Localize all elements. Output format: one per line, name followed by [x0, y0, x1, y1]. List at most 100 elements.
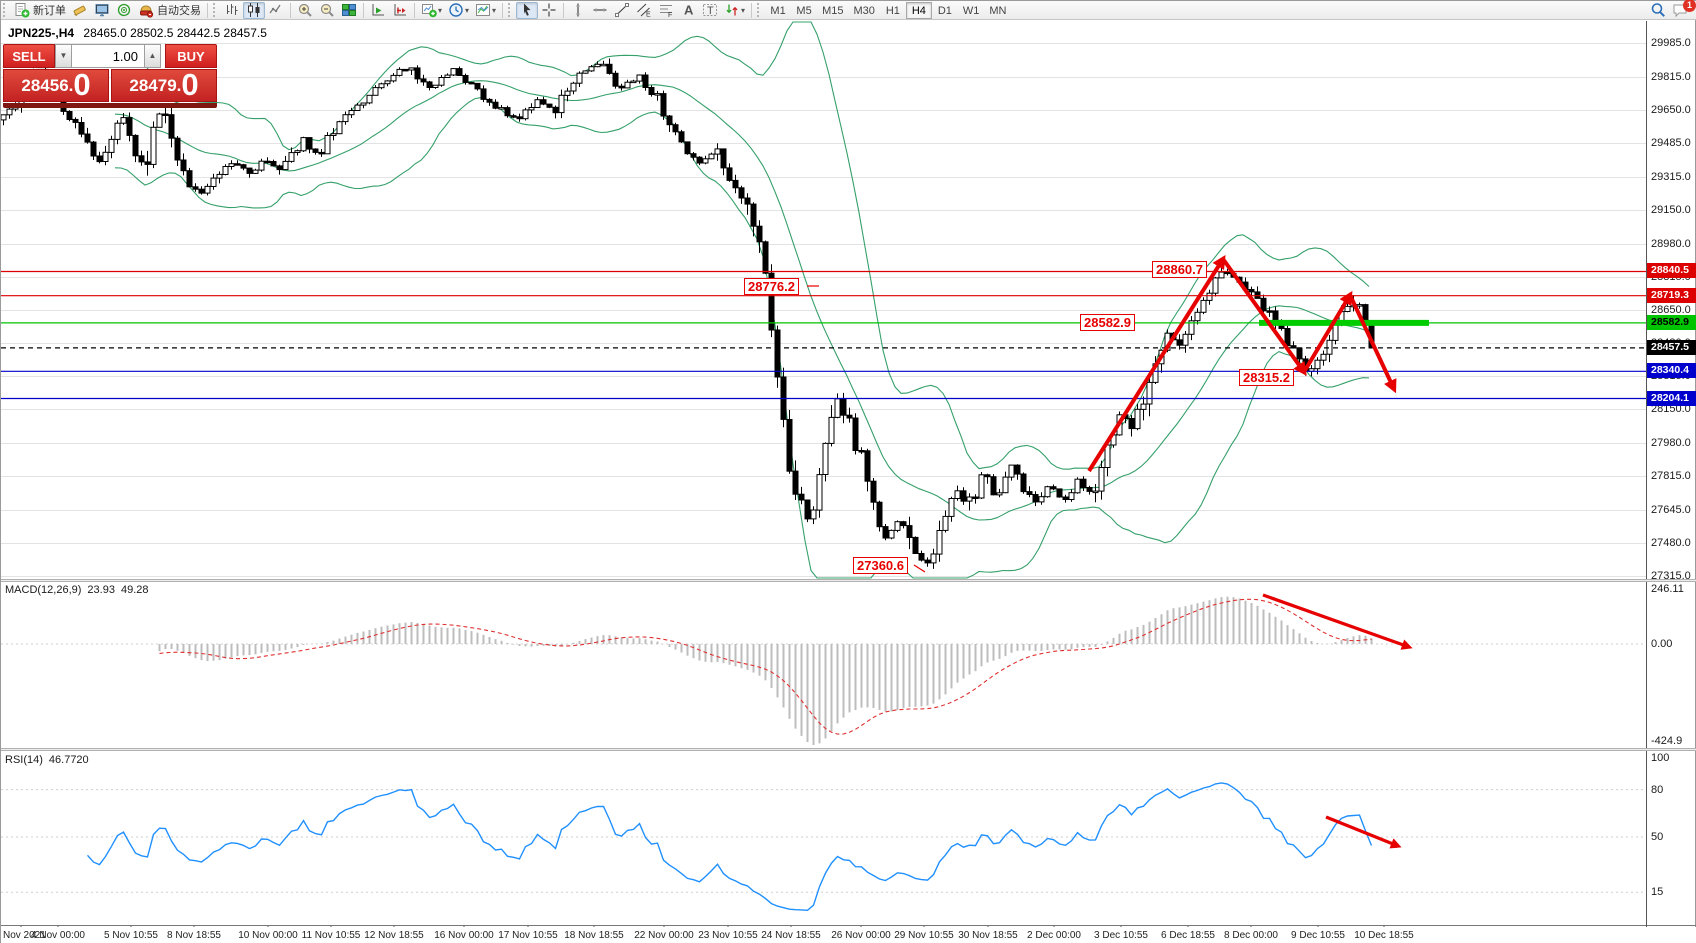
chart-profile-icon: [475, 2, 491, 18]
timeframe-mn-button[interactable]: MN: [989, 4, 1007, 17]
time-axis[interactable]: Nov 2021 4 Nov 00:00 5 Nov 10:55 8 Nov 18:5…: [1, 927, 1696, 943]
time-axis-label: 30 Nov 18:55: [958, 930, 1018, 941]
pane-separator[interactable]: [1, 748, 1696, 751]
auto-scroll-button[interactable]: [367, 2, 389, 19]
price-axis-tick: 28150.0: [1651, 403, 1691, 415]
toolbar-grip[interactable]: [757, 3, 762, 17]
text-label-tool-button[interactable]: T: [699, 2, 721, 19]
timeframe-h1-button[interactable]: H1: [885, 4, 900, 17]
price-annotation[interactable]: 28860.7: [1152, 261, 1207, 278]
sell-price-display[interactable]: 28456. 0: [3, 68, 109, 102]
price-axis-tick: 27815.0: [1651, 470, 1691, 482]
auto-trading-label: 自动交易: [157, 5, 201, 17]
timeframe-group: M1 M5 M15 M30 H1 H4 D1 W1 MN: [765, 1, 1011, 19]
toolbar-grip[interactable]: [508, 3, 513, 17]
time-axis-label: 24 Nov 18:55: [761, 930, 821, 941]
timeframe-h4-button[interactable]: H4: [905, 1, 932, 19]
price-annotation[interactable]: 28776.2: [744, 278, 799, 295]
price-annotation[interactable]: 28315.2: [1239, 369, 1294, 386]
rsi-axis-tick: 50: [1651, 831, 1664, 843]
time-axis-label: 22 Nov 00:00: [634, 930, 694, 941]
chevron-down-icon: ▾: [465, 5, 470, 15]
bar-chart-mode-button[interactable]: [221, 2, 243, 19]
toolbar-grip[interactable]: [213, 3, 218, 17]
crosshair-tool-button[interactable]: [538, 2, 560, 19]
buy-button[interactable]: BUY: [165, 44, 217, 68]
cursor-icon: [519, 2, 535, 18]
new-order-button[interactable]: 新订单: [11, 2, 69, 19]
chevron-down-icon: ▾: [492, 5, 497, 15]
price-axis-tick: 29485.0: [1651, 137, 1691, 149]
volume-increase-button[interactable]: ▲: [144, 44, 161, 68]
trendline-tool-button[interactable]: [611, 2, 633, 19]
data-window-button[interactable]: [91, 2, 113, 19]
rsi-axis-tick: 100: [1651, 752, 1670, 764]
toolbar: 新订单 自动交易 ▾ ▾ ▾ E F A T ▾: [1, 0, 1696, 20]
cursor-tool-button[interactable]: [516, 1, 539, 19]
new-chart-icon: [421, 2, 437, 18]
styler-button[interactable]: [69, 2, 91, 19]
vertical-line-tool-button[interactable]: [567, 2, 589, 19]
pane-separator[interactable]: [1, 579, 1696, 582]
toolbar-grip[interactable]: [3, 3, 8, 17]
zoom-out-button[interactable]: [316, 2, 338, 19]
time-axis-label: 17 Nov 10:55: [498, 930, 558, 941]
time-axis-label: 6 Dec 18:55: [1161, 930, 1215, 941]
buy-price-display[interactable]: 28479. 0: [111, 67, 217, 102]
chart-shift-button[interactable]: [389, 2, 411, 19]
clock-icon: [448, 2, 464, 18]
timeframe-m5-button[interactable]: M5: [796, 4, 812, 17]
candlestick-icon: [246, 2, 262, 18]
text-tool-button[interactable]: A: [677, 2, 699, 19]
timeframe-m30-button[interactable]: M30: [853, 4, 875, 17]
timeframe-w1-button[interactable]: W1: [962, 4, 980, 17]
chart-profile-button[interactable]: ▾: [472, 2, 499, 19]
time-axis-label: 18 Nov 18:55: [564, 930, 624, 941]
radar-icon: [116, 2, 132, 18]
time-axis-label: 3 Dec 10:55: [1094, 930, 1148, 941]
fibonacci-tool-button[interactable]: F: [655, 2, 677, 19]
chart-symbol: JPN225-,H4: [8, 26, 75, 40]
time-axis-label: 16 Nov 00:00: [434, 930, 494, 941]
volume-input[interactable]: [72, 44, 144, 68]
svg-text:E: E: [646, 12, 651, 19]
tile-windows-button[interactable]: [338, 2, 360, 19]
timeframe-m15-button[interactable]: M15: [822, 4, 844, 17]
timeframe-d1-button[interactable]: D1: [937, 4, 952, 17]
price-level-tag: 28840.5: [1647, 263, 1696, 278]
signals-button[interactable]: [113, 2, 135, 19]
price-axis-tick: 27480.0: [1651, 537, 1691, 549]
time-axis-label: 23 Nov 10:55: [698, 930, 758, 941]
zoom-in-button[interactable]: [294, 2, 316, 19]
auto-trading-button[interactable]: 自动交易: [135, 2, 204, 19]
horizontal-line-tool-button[interactable]: [589, 2, 611, 19]
time-axis-label: 11 Nov 10:55: [301, 930, 361, 941]
candlestick-mode-button[interactable]: [243, 1, 265, 19]
rsi-axis-tick: 80: [1651, 784, 1664, 796]
price-annotation[interactable]: 28582.9: [1080, 314, 1135, 331]
one-click-trading-panel: SELL ▼ ▲ BUY 28456.0 28479.0: [3, 44, 217, 108]
price-annotation[interactable]: 27360.6: [853, 557, 908, 574]
channel-tool-button[interactable]: E: [633, 2, 655, 19]
search-button[interactable]: [1647, 2, 1669, 19]
price-axis-tick: 29650.0: [1651, 104, 1691, 116]
timeframe-m1-button[interactable]: M1: [770, 4, 786, 17]
arrows-tool-button[interactable]: ▾: [721, 2, 748, 19]
svg-text:F: F: [668, 12, 672, 18]
new-chart-button[interactable]: ▾: [418, 2, 445, 19]
trade-panel-handle[interactable]: [3, 103, 217, 108]
notification-badge: 1: [1683, 0, 1696, 12]
period-button[interactable]: ▾: [445, 2, 472, 19]
time-axis-label: 29 Nov 10:55: [894, 930, 954, 941]
buy-price-main: 28479.: [129, 76, 182, 95]
crayon-icon: [72, 2, 88, 18]
notifications-button[interactable]: 1: [1669, 0, 1696, 19]
rsi-axis-tick: 15: [1651, 886, 1664, 898]
sell-button[interactable]: SELL: [3, 44, 55, 68]
volume-decrease-button[interactable]: ▼: [55, 44, 72, 68]
time-axis-label: 8 Nov 18:55: [167, 930, 221, 941]
line-chart-mode-button[interactable]: [265, 2, 287, 19]
buy-price-pips: 0: [181, 67, 199, 102]
time-axis-label: 10 Dec 18:55: [1354, 930, 1414, 941]
